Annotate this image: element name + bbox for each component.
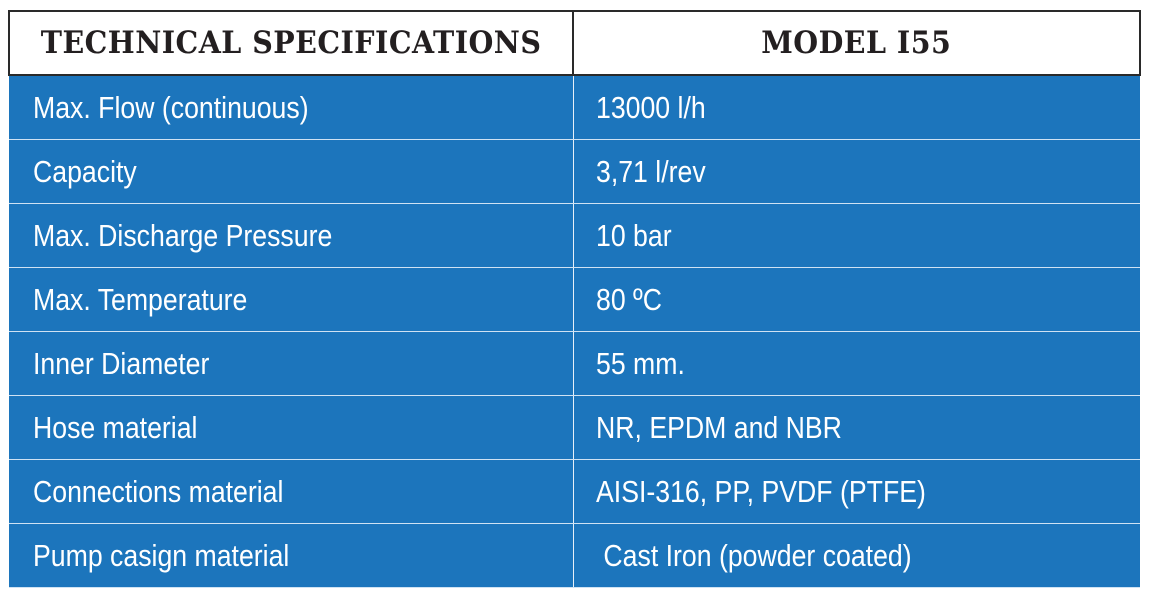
spec-value: 3,71 l/rev: [595, 153, 706, 189]
table-row: Pump casign material Cast Iron (powder c…: [9, 523, 1140, 588]
header-col1-text: TECHNICAL SPECIFICATIONS: [40, 25, 542, 61]
spec-value: Cast Iron (powder coated): [595, 537, 912, 573]
table-row: Inner Diameter 55 mm.: [9, 331, 1140, 396]
table-row: Hose material NR, EPDM and NBR: [9, 395, 1140, 460]
table-row: Max. Discharge Pressure 10 bar: [9, 203, 1140, 268]
header-technical-specifications: TECHNICAL SPECIFICATIONS: [8, 10, 574, 76]
spec-label: Capacity: [33, 153, 137, 189]
spec-value: 80 ºC: [595, 281, 662, 317]
spec-label: Inner Diameter: [33, 345, 210, 381]
spec-value: 10 bar: [595, 217, 672, 253]
spec-label-cell: Inner Diameter: [9, 331, 573, 396]
table-row: Connections material AISI-316, PP, PVDF …: [9, 459, 1140, 524]
spec-value-cell: 55 mm.: [572, 331, 1140, 396]
spec-value-cell: Cast Iron (powder coated): [572, 523, 1140, 588]
header-model: MODEL I55: [572, 10, 1141, 76]
spec-label-cell: Hose material: [9, 395, 573, 460]
spec-label-cell: Capacity: [9, 139, 573, 204]
spec-label-cell: Connections material: [9, 459, 573, 524]
spec-value: NR, EPDM and NBR: [595, 409, 842, 445]
spec-value: 13000 l/h: [595, 89, 706, 125]
spec-label-cell: Max. Discharge Pressure: [9, 203, 573, 268]
table-header-row: TECHNICAL SPECIFICATIONS MODEL I55: [8, 10, 1141, 76]
spec-label-cell: Max. Flow (continuous): [9, 74, 573, 140]
table-row: Capacity 3,71 l/rev: [9, 139, 1140, 204]
spec-value-cell: AISI-316, PP, PVDF (PTFE): [572, 459, 1140, 524]
spec-value-cell: NR, EPDM and NBR: [572, 395, 1140, 460]
spec-label: Pump casign material: [33, 537, 290, 573]
spec-label-cell: Pump casign material: [9, 523, 573, 588]
spec-label-cell: Max. Temperature: [9, 267, 573, 332]
spec-label: Max. Temperature: [33, 281, 248, 317]
spec-label: Max. Discharge Pressure: [33, 217, 333, 253]
spec-table: TECHNICAL SPECIFICATIONS MODEL I55 Max. …: [8, 10, 1141, 588]
header-col2-text: MODEL I55: [761, 25, 952, 61]
spec-label: Connections material: [33, 473, 284, 509]
table-row: Max. Flow (continuous) 13000 l/h: [9, 74, 1140, 140]
spec-value-cell: 3,71 l/rev: [572, 139, 1140, 204]
spec-value-cell: 80 ºC: [572, 267, 1140, 332]
spec-value: AISI-316, PP, PVDF (PTFE): [595, 473, 926, 509]
table-row: Max. Temperature 80 ºC: [9, 267, 1140, 332]
spec-label: Hose material: [33, 409, 198, 445]
spec-value-cell: 10 bar: [572, 203, 1140, 268]
spec-value-cell: 13000 l/h: [572, 74, 1140, 140]
spec-label: Max. Flow (continuous): [33, 89, 309, 125]
spec-value: 55 mm.: [595, 345, 685, 381]
